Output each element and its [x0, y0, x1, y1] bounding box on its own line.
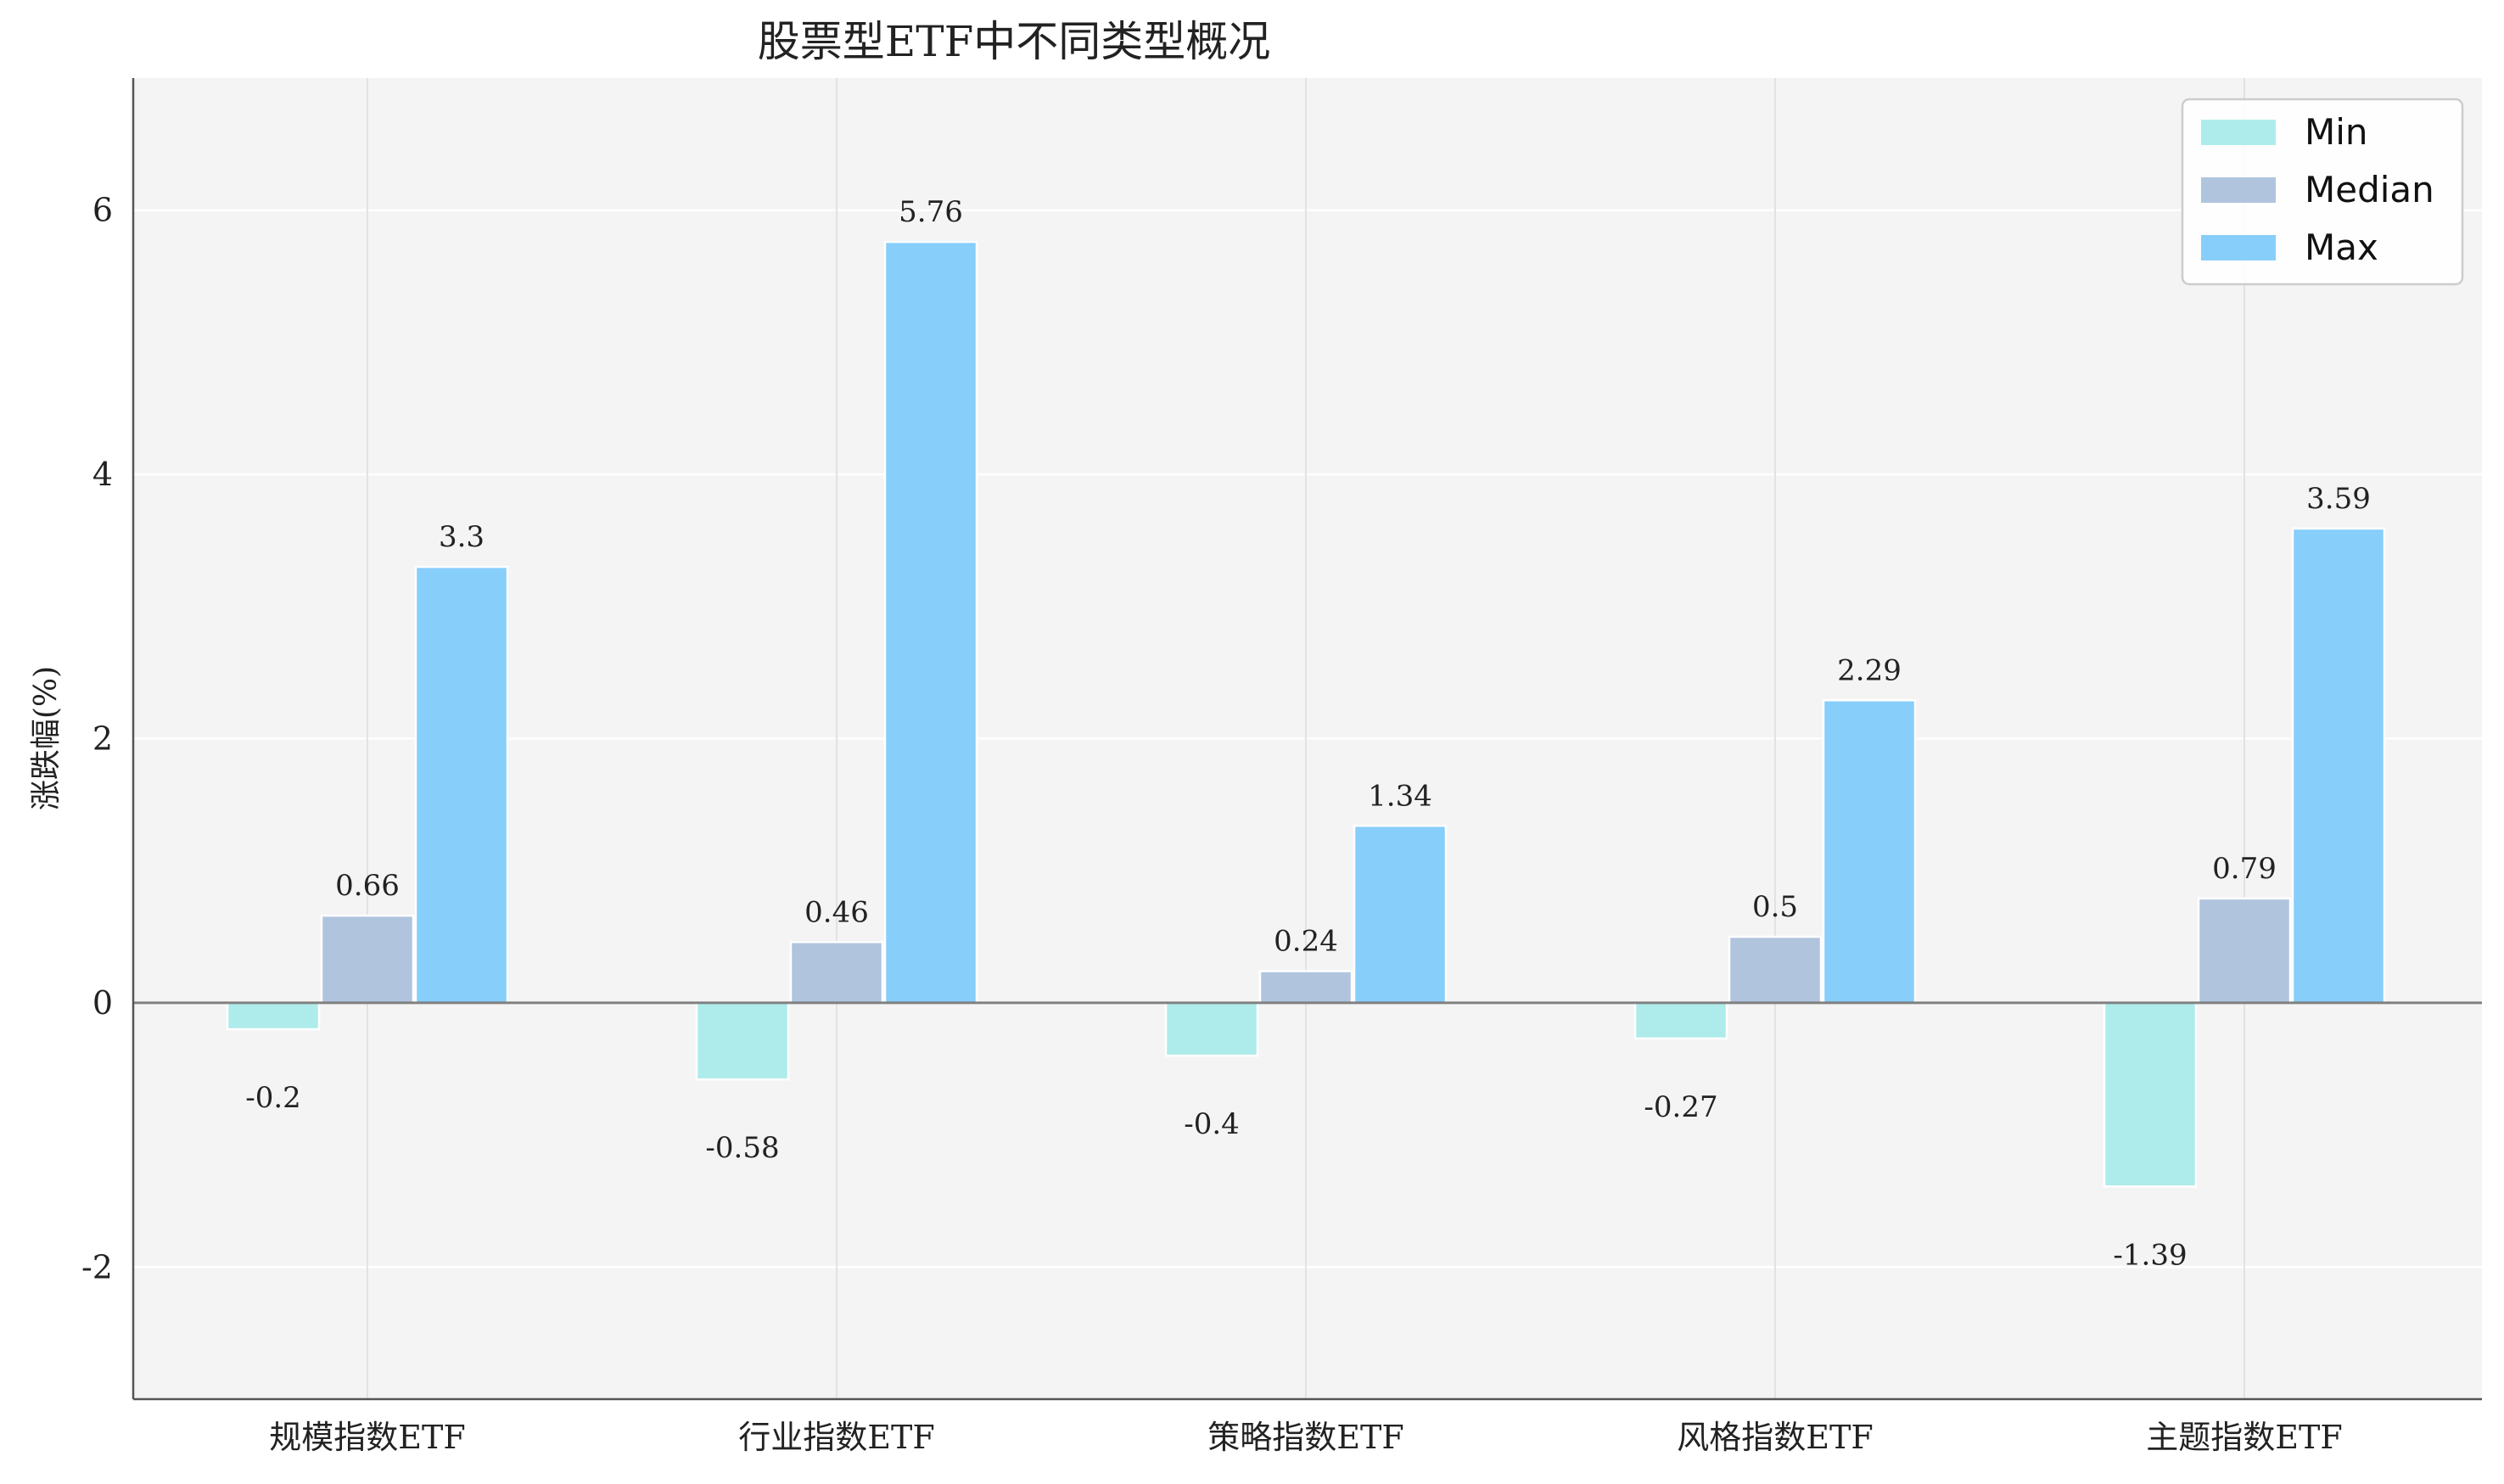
- bar-median: [1728, 935, 1823, 1005]
- bar-max: [883, 240, 978, 1005]
- bar-max: [2291, 527, 2386, 1005]
- x-ticks: 规模指数ETF 行业指数ETF 策略指数ETF 风格指数ETF 主题指数ETF: [269, 1419, 2342, 1456]
- legend-swatch-median: [2201, 177, 2276, 203]
- legend-label-max: Max: [2305, 227, 2378, 268]
- x-tick-label: 策略指数ETF: [1207, 1419, 1403, 1456]
- data-label: 2.29: [1837, 653, 1902, 687]
- legend-label-median: Median: [2305, 169, 2434, 210]
- data-label: -0.2: [245, 1081, 301, 1115]
- bar-median: [789, 941, 884, 1005]
- data-label: 0.24: [1274, 925, 1338, 959]
- data-label: 1.34: [1368, 779, 1432, 813]
- data-label: 5.76: [899, 195, 963, 229]
- y-tick-label: 0: [92, 984, 113, 1022]
- data-label: -0.27: [1644, 1090, 1717, 1124]
- chart-title: 股票型ETF中不同类型概况: [758, 17, 1271, 66]
- legend-swatch-min: [2201, 120, 2276, 145]
- y-tick-label: 4: [92, 456, 113, 493]
- legend-label-min: Min: [2305, 111, 2368, 153]
- data-label: 0.46: [804, 895, 869, 929]
- y-axis-label: 涨跌幅(%): [29, 666, 64, 810]
- data-label: -0.58: [705, 1131, 779, 1165]
- bar-median: [1258, 970, 1353, 1005]
- bar-max: [1822, 699, 1917, 1005]
- data-label: 3.59: [2306, 482, 2371, 516]
- y-tick-label: -2: [81, 1248, 113, 1285]
- legend: Min Median Max: [2181, 98, 2464, 286]
- data-labels: -0.2 -0.58 -0.4 -0.27 -1.39 0.66 0.46 0.24 0.5 0.…: [245, 195, 2371, 1272]
- axes: [132, 78, 2482, 1401]
- y-ticks: -2 0 2 4 6: [81, 192, 113, 1286]
- x-tick-label: 规模指数ETF: [269, 1419, 465, 1456]
- x-tick-label: 行业指数ETF: [738, 1419, 934, 1456]
- bar-median: [2197, 897, 2292, 1005]
- data-label: 0.79: [2212, 852, 2277, 886]
- bar-min: [226, 1001, 321, 1031]
- bar-max: [414, 565, 509, 1005]
- bar-max: [1353, 825, 1448, 1005]
- legend-swatch-max: [2201, 235, 2276, 260]
- data-label: 0.5: [1752, 890, 1798, 924]
- y-tick-label: 2: [92, 720, 113, 758]
- bars: [226, 240, 2386, 1188]
- data-label: -0.4: [1184, 1107, 1240, 1141]
- bar-median: [320, 914, 415, 1005]
- data-label: 0.66: [335, 869, 400, 903]
- bar-min: [1633, 1001, 1728, 1040]
- x-tick-label: 主题指数ETF: [2146, 1419, 2342, 1456]
- x-tick-label: 风格指数ETF: [1677, 1419, 1873, 1456]
- bar-min: [695, 1001, 790, 1081]
- y-tick-label: 6: [92, 192, 113, 229]
- bar-min: [2103, 1001, 2198, 1188]
- bar-min: [1164, 1001, 1259, 1057]
- data-label: -1.39: [2113, 1238, 2187, 1272]
- data-label: 3.3: [439, 520, 485, 554]
